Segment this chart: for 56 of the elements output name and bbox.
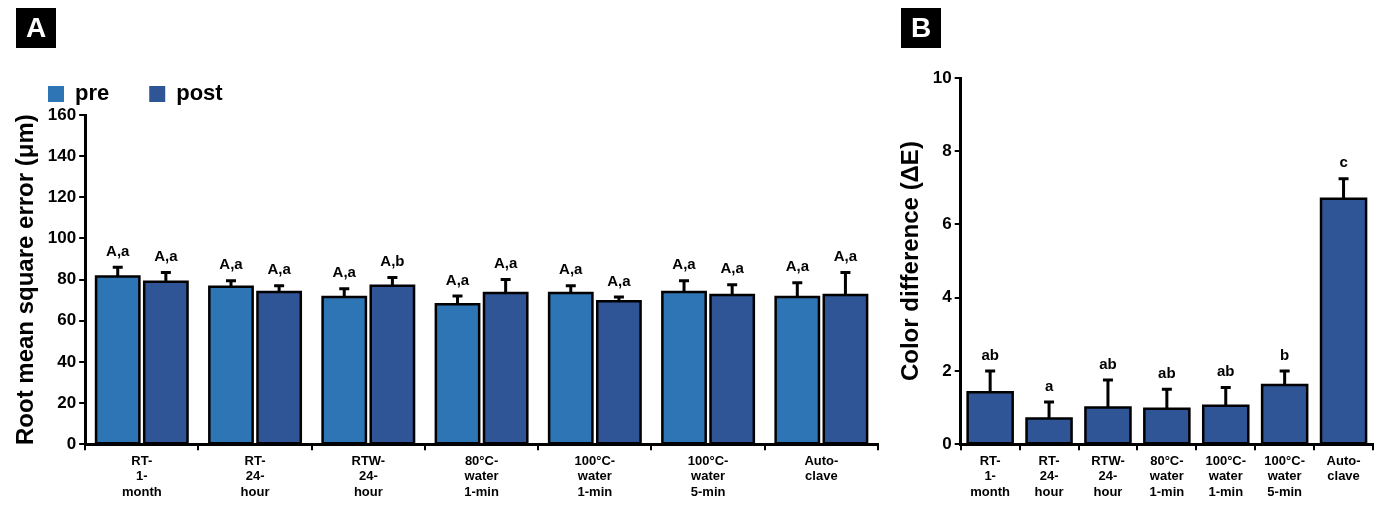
annotation: ab: [1217, 362, 1235, 380]
x-tick-label: 100°C- water 1-min: [574, 452, 616, 499]
y-tick-label: 40: [57, 351, 77, 371]
x-tick-label: 80°C- water 1-min: [1148, 452, 1185, 499]
x-tick-label: RT- 1- month: [121, 452, 162, 499]
annotation: A,a: [672, 255, 697, 273]
x-tick-label: 80°C- water 1-min: [463, 452, 499, 499]
x-tick-label: 100°C- water 5-min: [687, 452, 729, 499]
annotation: A,a: [785, 257, 810, 275]
annotation: A,a: [154, 247, 179, 265]
y-tick-label: 20: [57, 392, 77, 412]
y-tick-label: 0: [66, 433, 77, 453]
y-tick-label: 8: [942, 140, 952, 160]
x-tick-label: RTW- 24- hour: [1091, 452, 1125, 499]
x-tick-label: RT- 1- month: [970, 452, 1011, 499]
annotation: A,a: [267, 260, 292, 278]
annotation: A,a: [493, 254, 518, 272]
annotation: ab: [1099, 354, 1117, 372]
annotation: b: [1280, 345, 1290, 363]
legend-label: pre: [75, 80, 110, 106]
y-tick-label: 140: [47, 145, 77, 165]
annotation: ab: [1158, 363, 1176, 381]
x-tick-label: RT- 24- hour: [240, 452, 270, 499]
annotation: ab: [981, 345, 999, 363]
x-tick-label: 100°C- water 1-min: [1205, 452, 1247, 499]
chart-title: A: [16, 8, 57, 48]
y-tick-label: 120: [47, 186, 77, 206]
annotation: A,a: [607, 271, 632, 289]
y-tick-label: 2: [942, 360, 952, 380]
y-tick-label: 0: [942, 433, 952, 453]
annotation: c: [1339, 153, 1348, 171]
y-tick-label: 6: [942, 214, 952, 234]
annotation: A,a: [219, 255, 244, 273]
y-axis-title: Root mean square error (μm): [11, 114, 39, 445]
annotation: A,b: [380, 252, 405, 270]
x-tick-label: RT- 24- hour: [1034, 452, 1064, 499]
y-tick-label: 10: [932, 67, 952, 87]
y-tick-label: 4: [942, 287, 953, 307]
annotation: A,a: [106, 241, 131, 259]
y-tick-label: 160: [47, 104, 77, 124]
annotation: a: [1044, 376, 1054, 394]
annotation: A,a: [445, 270, 470, 288]
annotation: A,a: [833, 247, 858, 265]
y-tick-label: 80: [57, 269, 77, 289]
y-axis-title: Color difference (ΔE): [896, 141, 924, 382]
annotation: A,a: [720, 259, 745, 277]
y-tick-label: 100: [47, 228, 77, 248]
legend-label: post: [176, 80, 224, 106]
x-tick-label: RTW- 24- hour: [351, 452, 386, 499]
x-tick-label: Auto- clave: [1326, 452, 1361, 484]
x-tick-label: 100°C- water 5-min: [1264, 452, 1305, 499]
x-tick-label: Auto- clave: [804, 452, 839, 484]
annotation: A,a: [332, 263, 357, 281]
chart-title: B: [901, 8, 942, 48]
y-tick-label: 60: [57, 310, 77, 330]
annotation: A,a: [559, 260, 584, 278]
